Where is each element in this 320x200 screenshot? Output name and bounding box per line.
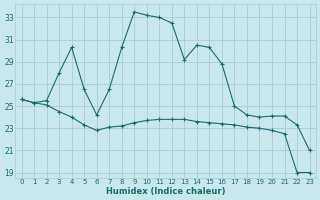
X-axis label: Humidex (Indice chaleur): Humidex (Indice chaleur) xyxy=(106,187,225,196)
